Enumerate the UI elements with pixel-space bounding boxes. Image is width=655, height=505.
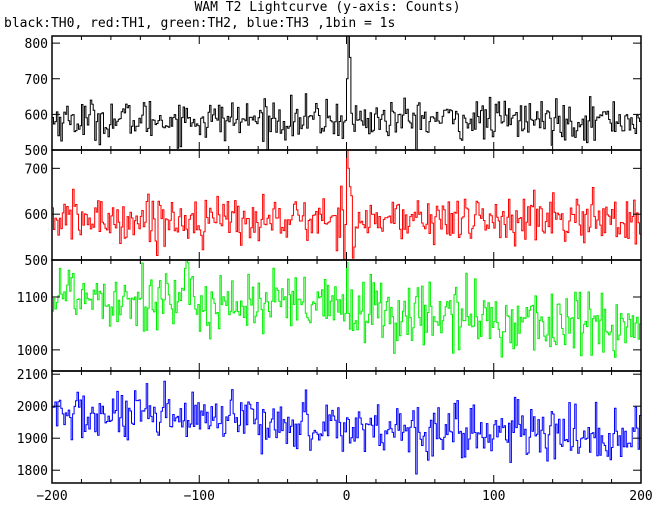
- x-tick-label: 0: [343, 489, 351, 504]
- chart-subtitle: black:TH0, red:TH1, green:TH2, blue:TH3 …: [4, 16, 396, 31]
- lightcurve-th2: [52, 259, 642, 358]
- y-tick-label: 1900: [17, 432, 48, 447]
- lightcurve-th1: [52, 149, 642, 260]
- chart-title: WAM T2 Lightcurve (y-axis: Counts): [194, 0, 461, 15]
- y-tick-label: 600: [25, 208, 48, 223]
- y-tick-label: 800: [25, 37, 48, 52]
- y-tick-label: 1800: [17, 464, 48, 479]
- y-tick-label: 500: [25, 254, 48, 269]
- y-tick-label: 500: [25, 144, 48, 159]
- x-tick-label: −200: [36, 489, 67, 504]
- y-tick-label: 700: [25, 162, 48, 177]
- y-tick-label: 700: [25, 73, 48, 88]
- x-tick-label: 100: [482, 489, 505, 504]
- y-tick-label: 1100: [17, 291, 48, 306]
- y-tick-label: 2000: [17, 400, 48, 415]
- y-tick-label: 600: [25, 108, 48, 123]
- x-tick-label: 200: [629, 489, 652, 504]
- x-tick-label: −100: [184, 489, 215, 504]
- y-tick-label: 1000: [17, 344, 48, 359]
- y-tick-label: 2100: [17, 368, 48, 383]
- lightcurve-th0: [52, 35, 642, 151]
- lightcurve-th3: [52, 380, 642, 475]
